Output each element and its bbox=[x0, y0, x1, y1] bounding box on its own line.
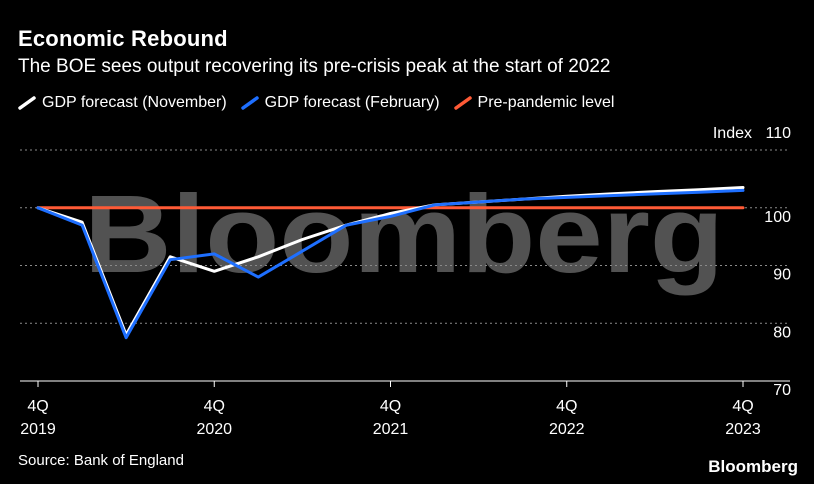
y-tick-label: 80 bbox=[773, 324, 791, 341]
x-tick-label-year: 2020 bbox=[196, 421, 232, 438]
y-tick-label: 110 bbox=[765, 125, 791, 142]
x-axis: 4Q 2019 4Q 2020 4Q 2021 4Q 2022 4Q 2023 bbox=[20, 380, 790, 438]
legend-swatch-february bbox=[240, 96, 259, 110]
x-tick-label-year: 2023 bbox=[725, 421, 761, 438]
x-tick-label-quarter: 4Q bbox=[556, 398, 577, 415]
legend-item-november: GDP forecast (November) bbox=[18, 94, 227, 112]
legend-label-february: GDP forecast (February) bbox=[264, 94, 440, 111]
brand-logo: Bloomberg bbox=[708, 457, 798, 476]
x-tick-label-quarter: 4Q bbox=[732, 398, 753, 415]
legend-item-february: GDP forecast (February) bbox=[240, 94, 440, 112]
y-axis: 70 80 90 100 110 Index bbox=[713, 125, 791, 399]
watermark-text: Bloomberg bbox=[84, 173, 724, 296]
legend-swatch-november bbox=[18, 96, 36, 110]
source-note: Source: Bank of England bbox=[18, 452, 184, 469]
x-tick-label-quarter: 4Q bbox=[27, 398, 48, 415]
x-tick-label-year: 2019 bbox=[20, 421, 56, 438]
y-tick-label: 70 bbox=[773, 382, 791, 399]
x-tick-label-year: 2021 bbox=[373, 421, 409, 438]
y-tick-label: 100 bbox=[764, 209, 791, 226]
legend-label-november: GDP forecast (November) bbox=[42, 94, 227, 111]
y-tick-label: 90 bbox=[773, 267, 791, 284]
series-line-february bbox=[36, 188, 745, 340]
chart-subtitle: The BOE sees output recovering its pre-c… bbox=[18, 56, 611, 77]
chart-title: Economic Rebound bbox=[18, 26, 228, 51]
x-tick-label-quarter: 4Q bbox=[204, 398, 225, 415]
legend-swatch-pre-pandemic bbox=[453, 96, 472, 110]
legend-item-pre-pandemic: Pre-pandemic level bbox=[453, 94, 615, 112]
series-lines bbox=[36, 186, 745, 340]
y-axis-unit-label: Index bbox=[713, 125, 752, 142]
legend-label-pre-pandemic: Pre-pandemic level bbox=[477, 94, 615, 111]
x-tick-label-year: 2022 bbox=[549, 421, 585, 438]
x-tick-label-quarter: 4Q bbox=[380, 398, 401, 415]
legend: GDP forecast (November) GDP forecast (Fe… bbox=[18, 94, 628, 112]
